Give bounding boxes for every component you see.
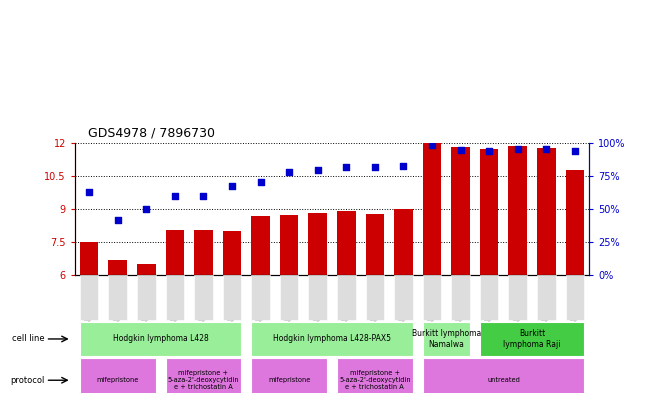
Bar <box>537 275 555 320</box>
Bar <box>80 275 98 320</box>
Bar <box>251 275 270 320</box>
Point <box>341 164 352 170</box>
Bar <box>109 260 127 275</box>
Bar <box>80 322 242 356</box>
Bar <box>566 275 584 320</box>
Bar <box>422 322 470 356</box>
Point <box>284 169 294 176</box>
Bar <box>480 275 499 320</box>
Bar <box>451 147 470 275</box>
Point <box>84 189 94 195</box>
Bar <box>337 275 355 320</box>
Bar <box>280 215 298 275</box>
Point <box>456 147 466 153</box>
Bar <box>251 322 413 356</box>
Bar <box>80 242 98 275</box>
Bar <box>394 209 413 275</box>
Bar <box>309 213 327 275</box>
Point <box>512 145 523 152</box>
Text: cell line: cell line <box>12 334 44 343</box>
Bar <box>109 275 127 320</box>
Bar <box>337 358 413 393</box>
Bar <box>165 358 242 393</box>
Point <box>255 178 266 185</box>
Bar <box>251 216 270 275</box>
Bar <box>137 264 156 275</box>
Text: mifepristone: mifepristone <box>268 377 311 383</box>
Bar <box>422 358 584 393</box>
Text: protocol: protocol <box>10 376 44 385</box>
Bar <box>422 275 441 320</box>
Point <box>484 148 494 154</box>
Bar <box>165 230 184 275</box>
Point <box>312 167 323 173</box>
Point <box>570 148 580 154</box>
Bar <box>480 322 584 356</box>
Point <box>541 145 551 152</box>
Bar <box>508 275 527 320</box>
Bar <box>337 211 355 275</box>
Text: Hodgkin lymphoma L428: Hodgkin lymphoma L428 <box>113 334 208 343</box>
Point <box>113 217 123 223</box>
Bar <box>537 148 555 275</box>
Bar <box>422 143 441 275</box>
Bar <box>223 231 242 275</box>
Bar <box>165 275 184 320</box>
Point <box>370 164 380 170</box>
Bar <box>451 275 470 320</box>
Bar <box>80 358 156 393</box>
Bar <box>137 275 156 320</box>
Text: Burkitt
lymphoma Raji: Burkitt lymphoma Raji <box>503 329 561 349</box>
Bar <box>394 275 413 320</box>
Text: GDS4978 / 7896730: GDS4978 / 7896730 <box>88 127 215 140</box>
Bar <box>566 170 584 275</box>
Point <box>170 193 180 199</box>
Text: untreated: untreated <box>487 377 520 383</box>
Point <box>198 193 208 199</box>
Bar <box>480 149 499 275</box>
Bar <box>309 275 327 320</box>
Text: mifepristone +
5-aza-2'-deoxycytidin
e + trichostatin A: mifepristone + 5-aza-2'-deoxycytidin e +… <box>167 370 240 390</box>
Bar <box>223 275 242 320</box>
Bar <box>366 275 384 320</box>
Bar <box>508 146 527 275</box>
Point <box>398 163 409 169</box>
Point <box>227 182 237 189</box>
Text: mifepristone +
5-aza-2'-deoxycytidin
e + trichostatin A: mifepristone + 5-aza-2'-deoxycytidin e +… <box>339 370 411 390</box>
Point <box>427 141 437 148</box>
Point <box>141 206 152 212</box>
Bar <box>194 275 213 320</box>
Bar <box>366 214 384 275</box>
Text: mifepristone: mifepristone <box>96 377 139 383</box>
Bar <box>194 230 213 275</box>
Bar <box>280 275 298 320</box>
Text: Hodgkin lymphoma L428-PAX5: Hodgkin lymphoma L428-PAX5 <box>273 334 391 343</box>
Text: Burkitt lymphoma
Namalwa: Burkitt lymphoma Namalwa <box>411 329 481 349</box>
Bar <box>251 358 327 393</box>
